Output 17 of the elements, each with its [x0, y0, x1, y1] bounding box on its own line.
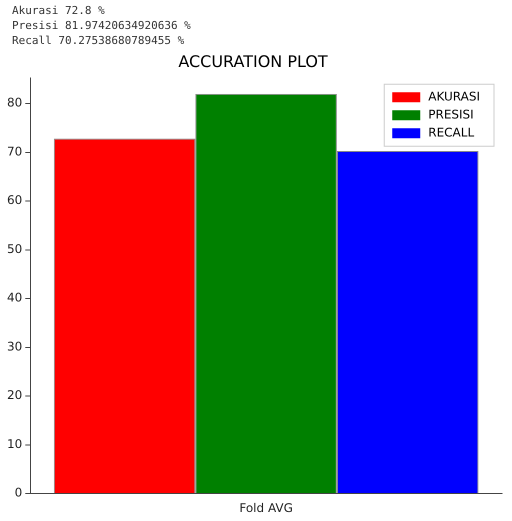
legend-label: AKURASI: [428, 89, 480, 104]
text: Akurasi 72.8 %: [12, 3, 106, 18]
y-tick-label: 10: [6, 436, 22, 451]
chart-title: ACCURATION PLOT: [178, 52, 328, 71]
y-tick-label: 30: [6, 339, 22, 354]
y-tick-label: 70: [6, 144, 22, 158]
y-tick-label: 60: [6, 193, 22, 208]
y-tick-label: 20: [6, 388, 22, 402]
x-tick-label: Fold AVG: [239, 500, 293, 515]
text: Recall 70.27538680789455 %: [12, 33, 186, 48]
y-tick-label: 80: [6, 96, 22, 110]
y-tick-label: 0: [14, 486, 22, 500]
legend-label: PRESISI: [428, 107, 474, 122]
y-tick-label: 50: [6, 242, 22, 256]
y-tick-label: 40: [6, 290, 22, 305]
legend-label: RECALL: [428, 125, 474, 140]
text: Presisi 81.97420634920636 %: [12, 18, 192, 33]
